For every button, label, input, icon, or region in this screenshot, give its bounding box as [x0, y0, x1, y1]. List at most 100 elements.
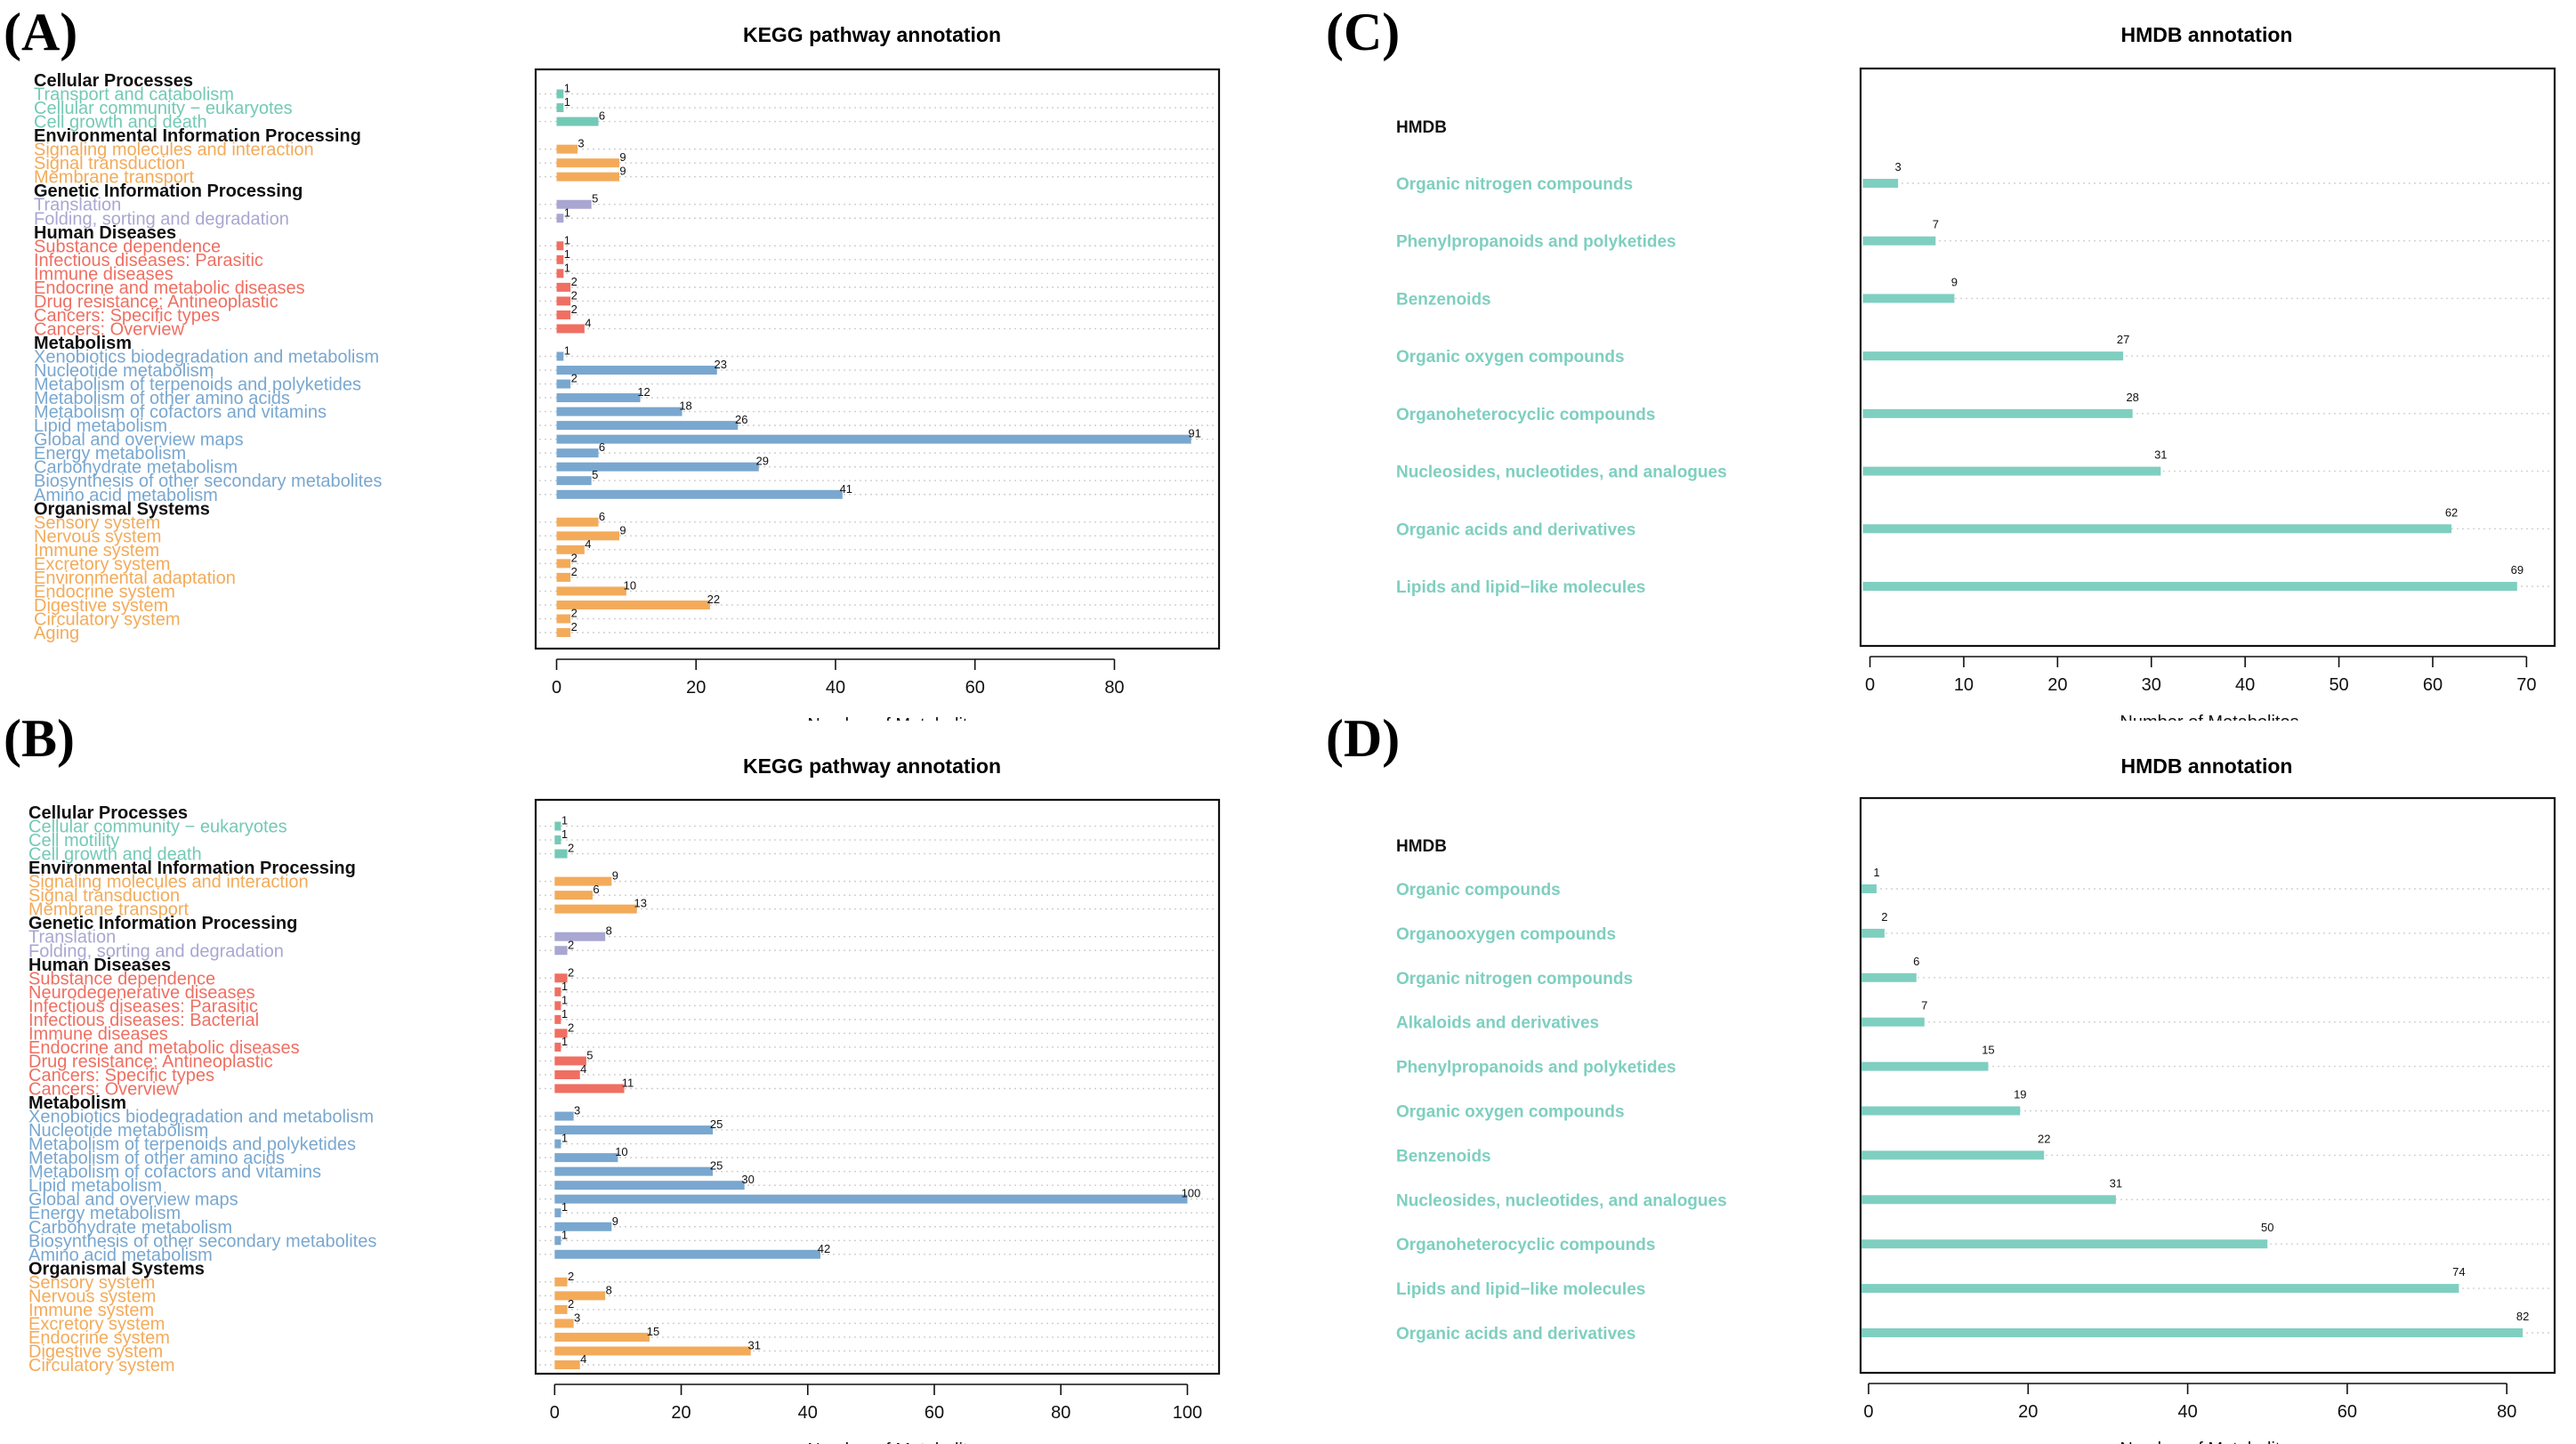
category-label: Organic compounds — [1396, 881, 1561, 899]
bar-lipid-metabolism — [556, 421, 739, 431]
hmdb-chart-d: HMDB Organic compounds 1 Organooxygen compo… — [1396, 796, 2556, 1444]
data-label: 6 — [1913, 955, 1919, 968]
bar-metabolism-of-other-amino-acids — [556, 393, 641, 403]
bar-membrane-transport — [556, 172, 620, 182]
bar-excretory-system — [554, 1319, 574, 1328]
bar-cell-growth-and-death — [554, 849, 568, 859]
data-label: 1 — [564, 233, 570, 246]
plot-frame — [534, 798, 1221, 1375]
x-tick-label: 0 — [552, 678, 561, 698]
bar-membrane-transport — [554, 904, 637, 914]
bar-lipids-and-lipid-like-molecules — [1862, 582, 2517, 591]
bar-organoheterocyclic-compounds — [1861, 1239, 2268, 1249]
bar-drug-resistance-antineoplastic — [554, 1056, 586, 1066]
category-label: Biosynthesis of other secondary metaboli… — [28, 1231, 376, 1251]
data-label: 4 — [580, 1062, 586, 1076]
category-label: Carbohydrate metabolism — [34, 458, 238, 478]
bar-nucleosides-nucleotides-and-analogues — [1862, 466, 2161, 476]
data-label: 2 — [571, 372, 577, 385]
x-tick-label: 40 — [826, 678, 845, 698]
data-label: 8 — [606, 924, 612, 938]
panel-title-a: KEGG pathway annotation — [742, 23, 1002, 46]
category-label: Infectious diseases: Parasitic — [34, 251, 263, 270]
category-label: Cell growth and death — [34, 113, 207, 133]
data-label: 31 — [2154, 448, 2167, 462]
plot-frame — [534, 68, 1221, 650]
category-label: Excretory system — [28, 1314, 165, 1334]
data-label: 11 — [622, 1077, 634, 1090]
data-label: 91 — [1188, 427, 1200, 440]
category-label: Global and overview maps — [34, 431, 244, 450]
group-header-organismal-systems: Organismal Systems — [28, 1259, 205, 1279]
category-label: Signal transduction — [34, 154, 185, 173]
bar-folding-sorting-and-degradation — [554, 946, 568, 956]
category-label: Amino acid metabolism — [34, 486, 218, 505]
data-label: 42 — [818, 1242, 830, 1255]
data-label: 2 — [571, 565, 577, 578]
category-label: Metabolism of cofactors and vitamins — [34, 403, 327, 423]
category-label: Cellular community − eukaryotes — [34, 99, 293, 118]
panel-title-c: HMDB annotation — [2120, 23, 2293, 46]
category-label: Metabolism of other amino acids — [34, 389, 290, 408]
x-tick-label: 100 — [1173, 1403, 1202, 1423]
data-label: 15 — [1982, 1044, 1994, 1057]
bar-infectious-diseases-parasitic — [554, 1001, 561, 1011]
category-label: Lipids and lipid−like molecules — [1396, 578, 1645, 597]
category-label: Lipid metabolism — [34, 416, 167, 436]
data-label: 6 — [599, 109, 605, 123]
category-label: Substance dependence — [34, 237, 221, 256]
category-label: Organic nitrogen compounds — [1396, 970, 1633, 988]
data-label: 7 — [1921, 999, 1927, 1012]
x-tick-label: 60 — [925, 1403, 944, 1423]
data-label: 10 — [624, 578, 636, 592]
data-label: 4 — [580, 1352, 586, 1366]
bar-nucleotide-metabolism — [556, 366, 717, 375]
category-label: Global and overview maps — [28, 1190, 238, 1210]
category-label: Translation — [28, 928, 116, 948]
category-label: Sensory system — [28, 1273, 155, 1293]
category-label: Organoheterocyclic compounds — [1396, 406, 1655, 424]
bar-drug-resistance-antineoplastic — [556, 296, 571, 306]
bar-biosynthesis-of-other-secondary-metabolites — [554, 1236, 561, 1246]
bar-endocrine-and-metabolic-diseases — [556, 282, 571, 292]
panel-title-b: KEGG pathway annotation — [742, 754, 1002, 778]
bar-signaling-molecules-and-interaction — [556, 144, 578, 154]
data-label: 2 — [568, 965, 574, 979]
bar-organic-acids-and-derivatives — [1861, 1328, 2524, 1337]
bar-metabolism-of-cofactors-and-vitamins — [554, 1166, 714, 1176]
data-label: 3 — [574, 1104, 580, 1117]
plot-frame — [1859, 796, 2556, 1375]
bar-organooxygen-compounds — [1861, 928, 1885, 938]
category-label: Organic nitrogen compounds — [1396, 175, 1633, 194]
group-header-human-diseases: Human Diseases — [28, 956, 171, 975]
data-label: 25 — [710, 1117, 723, 1131]
category-label: Infectious diseases: Parasitic — [28, 996, 258, 1016]
data-label: 3 — [577, 137, 584, 150]
data-label: 23 — [715, 358, 727, 371]
category-label: Excretory system — [34, 554, 170, 574]
data-label: 2 — [571, 303, 577, 316]
x-tick-label: 70 — [2516, 675, 2536, 695]
bar-infectious-diseases-bacterial — [554, 1014, 561, 1024]
bar-translation — [556, 199, 592, 209]
bar-cell-motility — [554, 835, 561, 845]
category-label: Organic acids and derivatives — [1396, 1325, 1635, 1343]
category-label: Immune system — [28, 1301, 154, 1320]
category-label: Nucleosides, nucleotides, and analogues — [1396, 464, 1727, 482]
data-label: 2 — [571, 275, 577, 288]
data-label: 41 — [840, 482, 852, 496]
data-label: 1 — [561, 827, 568, 841]
x-tick-label: 20 — [2047, 675, 2067, 695]
group-header-organismal-systems: Organismal Systems — [34, 499, 210, 519]
panel-title-d: HMDB annotation — [2120, 754, 2293, 778]
data-label: 9 — [619, 165, 626, 178]
data-label: 7 — [1933, 218, 1939, 231]
category-label: Carbohydrate metabolism — [28, 1218, 232, 1238]
bar-circulatory-system — [556, 614, 571, 624]
group-header-cellular-processes: Cellular Processes — [28, 803, 188, 823]
data-label: 8 — [606, 1283, 612, 1296]
panel-label-b: (B) — [4, 709, 75, 768]
category-label: Cancers: Specific types — [28, 1066, 214, 1085]
panel-label-a: (A) — [4, 3, 78, 61]
